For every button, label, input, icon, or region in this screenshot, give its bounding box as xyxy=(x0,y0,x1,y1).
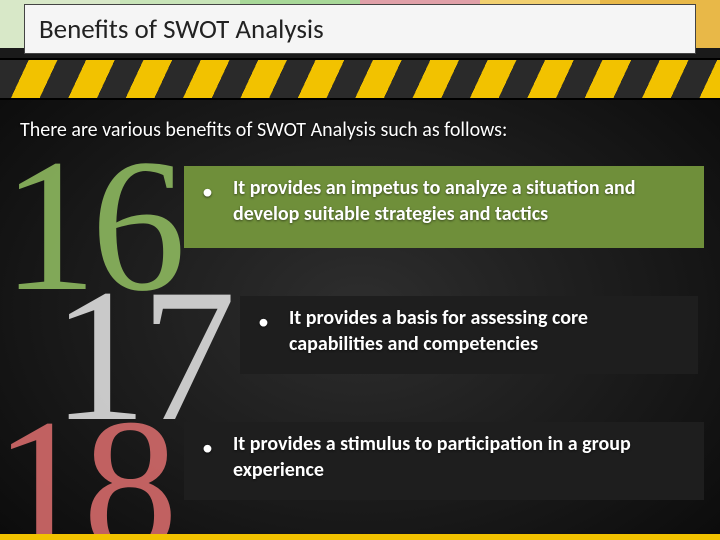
bullet-icon: • xyxy=(202,434,213,461)
hazard-stripe-band xyxy=(0,58,720,100)
big-number-18: 18 xyxy=(0,412,172,540)
benefit-box-1: • It provides an impetus to analyze a si… xyxy=(184,166,704,248)
benefit-box-2: • It provides a basis for assessing core… xyxy=(240,296,698,374)
benefit-text: It provides an impetus to analyze a situ… xyxy=(233,176,686,227)
bottom-border xyxy=(0,534,720,540)
benefit-box-3: • It provides a stimulus to participatio… xyxy=(184,422,704,500)
title-bar: Benefits of SWOT Analysis xyxy=(24,4,696,54)
bullet-icon: • xyxy=(202,178,213,205)
benefit-text: It provides a basis for assessing core c… xyxy=(289,306,680,357)
benefit-text: It provides a stimulus to participation … xyxy=(233,432,686,483)
slide: Benefits of SWOT Analysis There are vari… xyxy=(0,0,720,540)
bullet-icon: • xyxy=(258,308,269,335)
slide-title: Benefits of SWOT Analysis xyxy=(39,13,324,46)
